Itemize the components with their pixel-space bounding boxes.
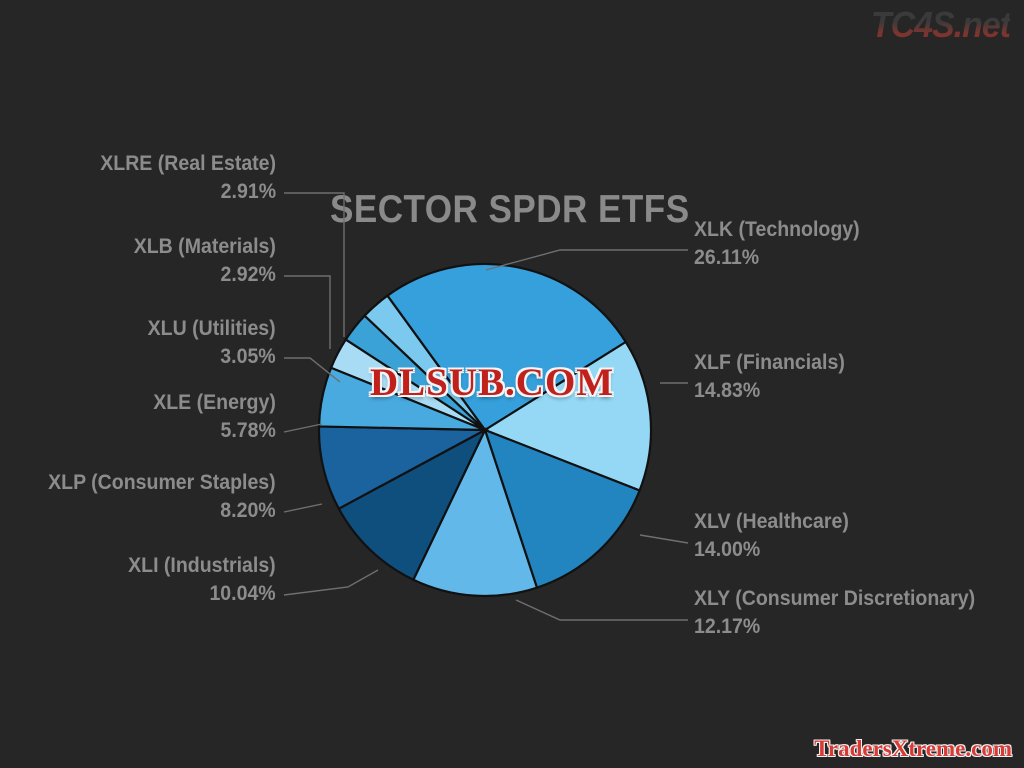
pie-slice[interactable] [482, 340, 653, 492]
callout-xlp-value: 8.20% [220, 499, 276, 522]
watermark-tradersxtreme: TradersXtreme.com [814, 736, 1012, 761]
callout-xle-label: XLE (Energy) [153, 391, 276, 414]
callout-xlv-value: 14.00% [694, 538, 761, 561]
pie-slices [317, 262, 653, 598]
callout-xlv-label: XLV (Healthcare) [694, 510, 849, 533]
callout-xlb: XLB (Materials) 2.92% [134, 233, 276, 289]
callout-xlk-value: 26.11% [694, 246, 760, 269]
pie-slice[interactable] [363, 294, 486, 431]
leader-line-xly [515, 599, 688, 621]
callout-xly-value: 12.17% [694, 615, 761, 638]
callout-xli-value: 10.04% [209, 582, 276, 605]
pie-chart [317, 262, 653, 598]
callout-xlu-value: 3.05% [220, 345, 276, 368]
callout-xlu-label: XLU (Utilities) [147, 317, 276, 340]
watermark-dlsub: DLSUB.COM [370, 361, 615, 404]
watermark-tc4s: TC4S.net [870, 4, 1011, 45]
callout-xlre-value: 2.91% [220, 180, 276, 203]
callout-xlb-value: 2.92% [220, 263, 276, 286]
page-title: SECTOR SPDR ETFS [330, 188, 690, 231]
callout-xli: XLI (Industrials) 10.04% [128, 552, 276, 608]
pie-slice[interactable] [483, 428, 642, 590]
callout-xlb-label: XLB (Materials) [133, 235, 276, 258]
callout-xlp: XLP (Consumer Staples) 8.20% [48, 469, 276, 525]
pie-slice[interactable] [411, 427, 539, 598]
callout-xly: XLY (Consumer Discretionary) 12.17% [694, 585, 975, 641]
pie-slice[interactable] [337, 427, 488, 582]
callout-xlk-label: XLK (Technology) [694, 218, 860, 241]
callout-xlre-label: XLRE (Real Estate) [100, 152, 276, 175]
callout-xlf-value: 14.83% [694, 379, 761, 402]
pie-svg [317, 262, 653, 598]
callout-xli-label: XLI (Industrials) [128, 554, 276, 577]
callout-xlp-label: XLP (Consumer Staples) [48, 471, 276, 494]
callout-xlk: XLK (Technology) 26.11% [694, 216, 860, 272]
callout-xlu: XLU (Utilities) 3.05% [148, 315, 276, 371]
callout-xle-value: 5.78% [220, 419, 276, 442]
callout-xle: XLE (Energy) 5.78% [153, 389, 276, 445]
callout-xlre: XLRE (Real Estate) 2.91% [100, 150, 276, 206]
callout-xlf: XLF (Financials) 14.83% [694, 349, 845, 405]
callout-xly-label: XLY (Consumer Discretionary) [694, 587, 976, 610]
callout-xlf-label: XLF (Financials) [694, 351, 845, 374]
callout-xlv: XLV (Healthcare) 14.00% [694, 508, 849, 564]
